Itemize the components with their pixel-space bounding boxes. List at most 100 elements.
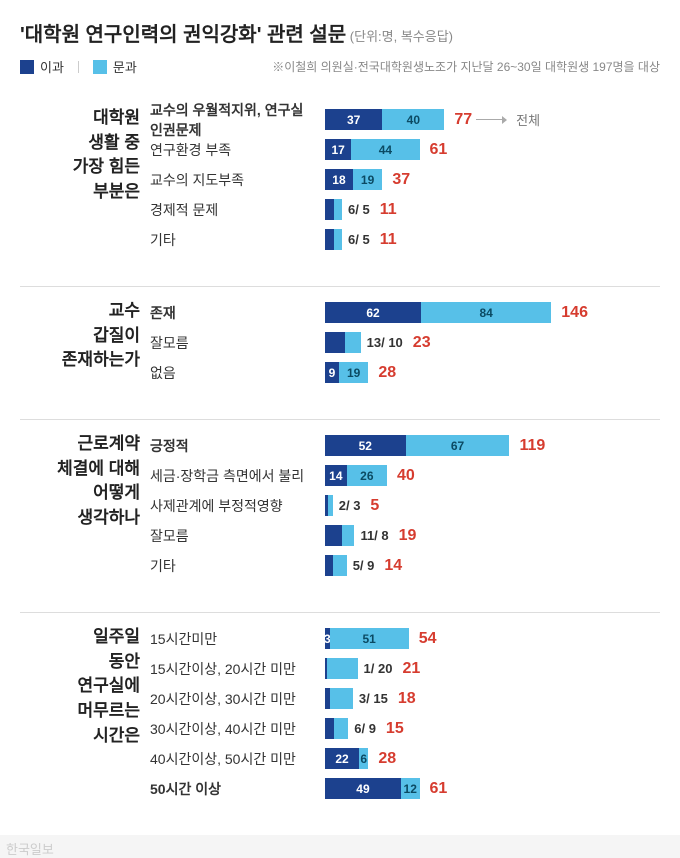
total-value: 37 xyxy=(382,171,410,189)
total-value: 14 xyxy=(374,557,402,575)
total-value: 15 xyxy=(376,720,404,738)
bar-b xyxy=(327,658,358,679)
bar-a: 17 xyxy=(325,139,351,160)
bar-b xyxy=(345,332,361,353)
bar-b xyxy=(334,718,348,739)
total-value: 61 xyxy=(420,780,448,798)
bar-wrap: 6/ 511 xyxy=(325,229,660,250)
legend-sep xyxy=(78,61,79,73)
row: 50시간 이상491261 xyxy=(150,775,660,802)
bar-a xyxy=(325,332,345,353)
row: 15시간이상, 20시간 미만1/ 2021 xyxy=(150,655,660,682)
bar-b: 67 xyxy=(406,435,510,456)
total-value: 21 xyxy=(392,660,420,678)
row: 없음91928 xyxy=(150,359,660,386)
chart-title: '대학원 연구인력의 권익강화' 관련 설문 (단위:명, 복수응답) xyxy=(20,18,660,47)
total-value: 146 xyxy=(551,304,588,322)
bar-b: 6 xyxy=(359,748,368,769)
total-value: 77 xyxy=(444,111,472,129)
bar-b: 84 xyxy=(421,302,551,323)
row-label: 세금·장학금 측면에서 불리 xyxy=(150,466,325,486)
rows: 15시간미만3515415시간이상, 20시간 미만1/ 202120시간이상,… xyxy=(150,625,660,805)
bar-b xyxy=(342,525,354,546)
row-label: 잘모름 xyxy=(150,333,325,353)
rows: 교수의 우월적지위, 연구실 인권문제374077전체연구환경 부족174461… xyxy=(150,106,660,256)
row: 잘모름13/ 1023 xyxy=(150,329,660,356)
row-label: 15시간미만 xyxy=(150,629,325,649)
question-label: 교수갑질이존재하는가 xyxy=(20,299,150,389)
section: 교수갑질이존재하는가존재6284146잘모름13/ 1023없음91928 xyxy=(20,286,660,401)
bar-wrap: 142640 xyxy=(325,465,660,486)
bar-a: 62 xyxy=(325,302,421,323)
total-value: 19 xyxy=(389,527,417,545)
legend-label-b: 문과 xyxy=(113,57,137,76)
bar-a xyxy=(325,555,333,576)
legend-label-a: 이과 xyxy=(40,57,64,76)
arrow-icon xyxy=(476,119,506,120)
title-unit: (단위:명, 복수응답) xyxy=(346,29,453,44)
row-label: 20시간이상, 30시간 미만 xyxy=(150,689,325,709)
question-label: 근로계약체결에 대해어떻게생각하나 xyxy=(20,432,150,582)
row: 교수의 지도부족181937 xyxy=(150,166,660,193)
row-label: 30시간이상, 40시간 미만 xyxy=(150,719,325,739)
row-label: 교수의 지도부족 xyxy=(150,170,325,190)
bar-b: 19 xyxy=(339,362,368,383)
watermark: 한국일보 xyxy=(0,835,680,858)
row: 사제관계에 부정적영향2/ 35 xyxy=(150,492,660,519)
row: 기타5/ 914 xyxy=(150,552,660,579)
row: 연구환경 부족174461 xyxy=(150,136,660,163)
bar-b: 44 xyxy=(351,139,419,160)
slash-values: 3/ 15 xyxy=(353,688,388,709)
bar-wrap: 13/ 1023 xyxy=(325,332,660,353)
bar-a xyxy=(325,199,334,220)
bar-b: 40 xyxy=(382,109,444,130)
slash-values: 11/ 8 xyxy=(354,525,388,546)
bar-wrap: 1/ 2021 xyxy=(325,658,660,679)
total-value: 61 xyxy=(420,141,448,159)
slash-values: 5/ 9 xyxy=(347,555,375,576)
legend-b: 문과 xyxy=(93,57,137,76)
bar-b: 26 xyxy=(347,465,387,486)
legend-a: 이과 xyxy=(20,57,64,76)
survey-note: ※이철희 의원실·전국대학원생노조가 지난달 26~30일 대학원생 197명을… xyxy=(272,58,660,75)
slash-values: 6/ 5 xyxy=(342,199,370,220)
legend-row: 이과 문과 ※이철희 의원실·전국대학원생노조가 지난달 26~30일 대학원생… xyxy=(20,57,660,76)
rows: 긍정적5267119세금·장학금 측면에서 불리142640사제관계에 부정적영… xyxy=(150,432,660,582)
slash-values: 6/ 5 xyxy=(342,229,370,250)
bar-a: 22 xyxy=(325,748,359,769)
bar-b: 12 xyxy=(401,778,420,799)
total-value: 54 xyxy=(409,630,437,648)
total-value: 18 xyxy=(388,690,416,708)
bar-b xyxy=(330,688,353,709)
title-tail: 관련 설문 xyxy=(261,24,346,46)
row-label: 40시간이상, 50시간 미만 xyxy=(150,749,325,769)
bar-b xyxy=(334,199,342,220)
row-label: 경제적 문제 xyxy=(150,200,325,220)
total-annot: 전체 xyxy=(510,110,540,129)
row-label: 사제관계에 부정적영향 xyxy=(150,496,325,516)
bar-wrap: 6284146 xyxy=(325,302,660,323)
row-label: 기타 xyxy=(150,230,325,250)
row-label: 존재 xyxy=(150,303,325,323)
row: 교수의 우월적지위, 연구실 인권문제374077전체 xyxy=(150,106,660,133)
slash-values: 1/ 20 xyxy=(358,658,393,679)
slash-values: 2/ 3 xyxy=(333,495,361,516)
row-label: 교수의 우월적지위, 연구실 인권문제 xyxy=(150,100,325,140)
title-main: 대학원 연구인력의 권익강화 xyxy=(25,24,257,46)
row: 경제적 문제 6/ 511 xyxy=(150,196,660,223)
question-label: 대학원생활 중가장 힘든부분은 xyxy=(20,106,150,256)
total-value: 11 xyxy=(370,201,397,219)
slash-values: 6/ 9 xyxy=(348,718,376,739)
swatch-b xyxy=(93,60,107,74)
total-value: 23 xyxy=(403,334,431,352)
row: 세금·장학금 측면에서 불리142640 xyxy=(150,462,660,489)
total-value: 119 xyxy=(509,437,545,455)
bar-wrap: 3/ 1518 xyxy=(325,688,660,709)
bar-b: 51 xyxy=(330,628,409,649)
row-label: 긍정적 xyxy=(150,436,325,456)
bar-wrap: 174461 xyxy=(325,139,660,160)
bar-b: 19 xyxy=(353,169,382,190)
bar-wrap: 181937 xyxy=(325,169,660,190)
question-label: 일주일동안연구실에머무르는시간은 xyxy=(20,625,150,805)
total-value: 28 xyxy=(368,750,396,768)
